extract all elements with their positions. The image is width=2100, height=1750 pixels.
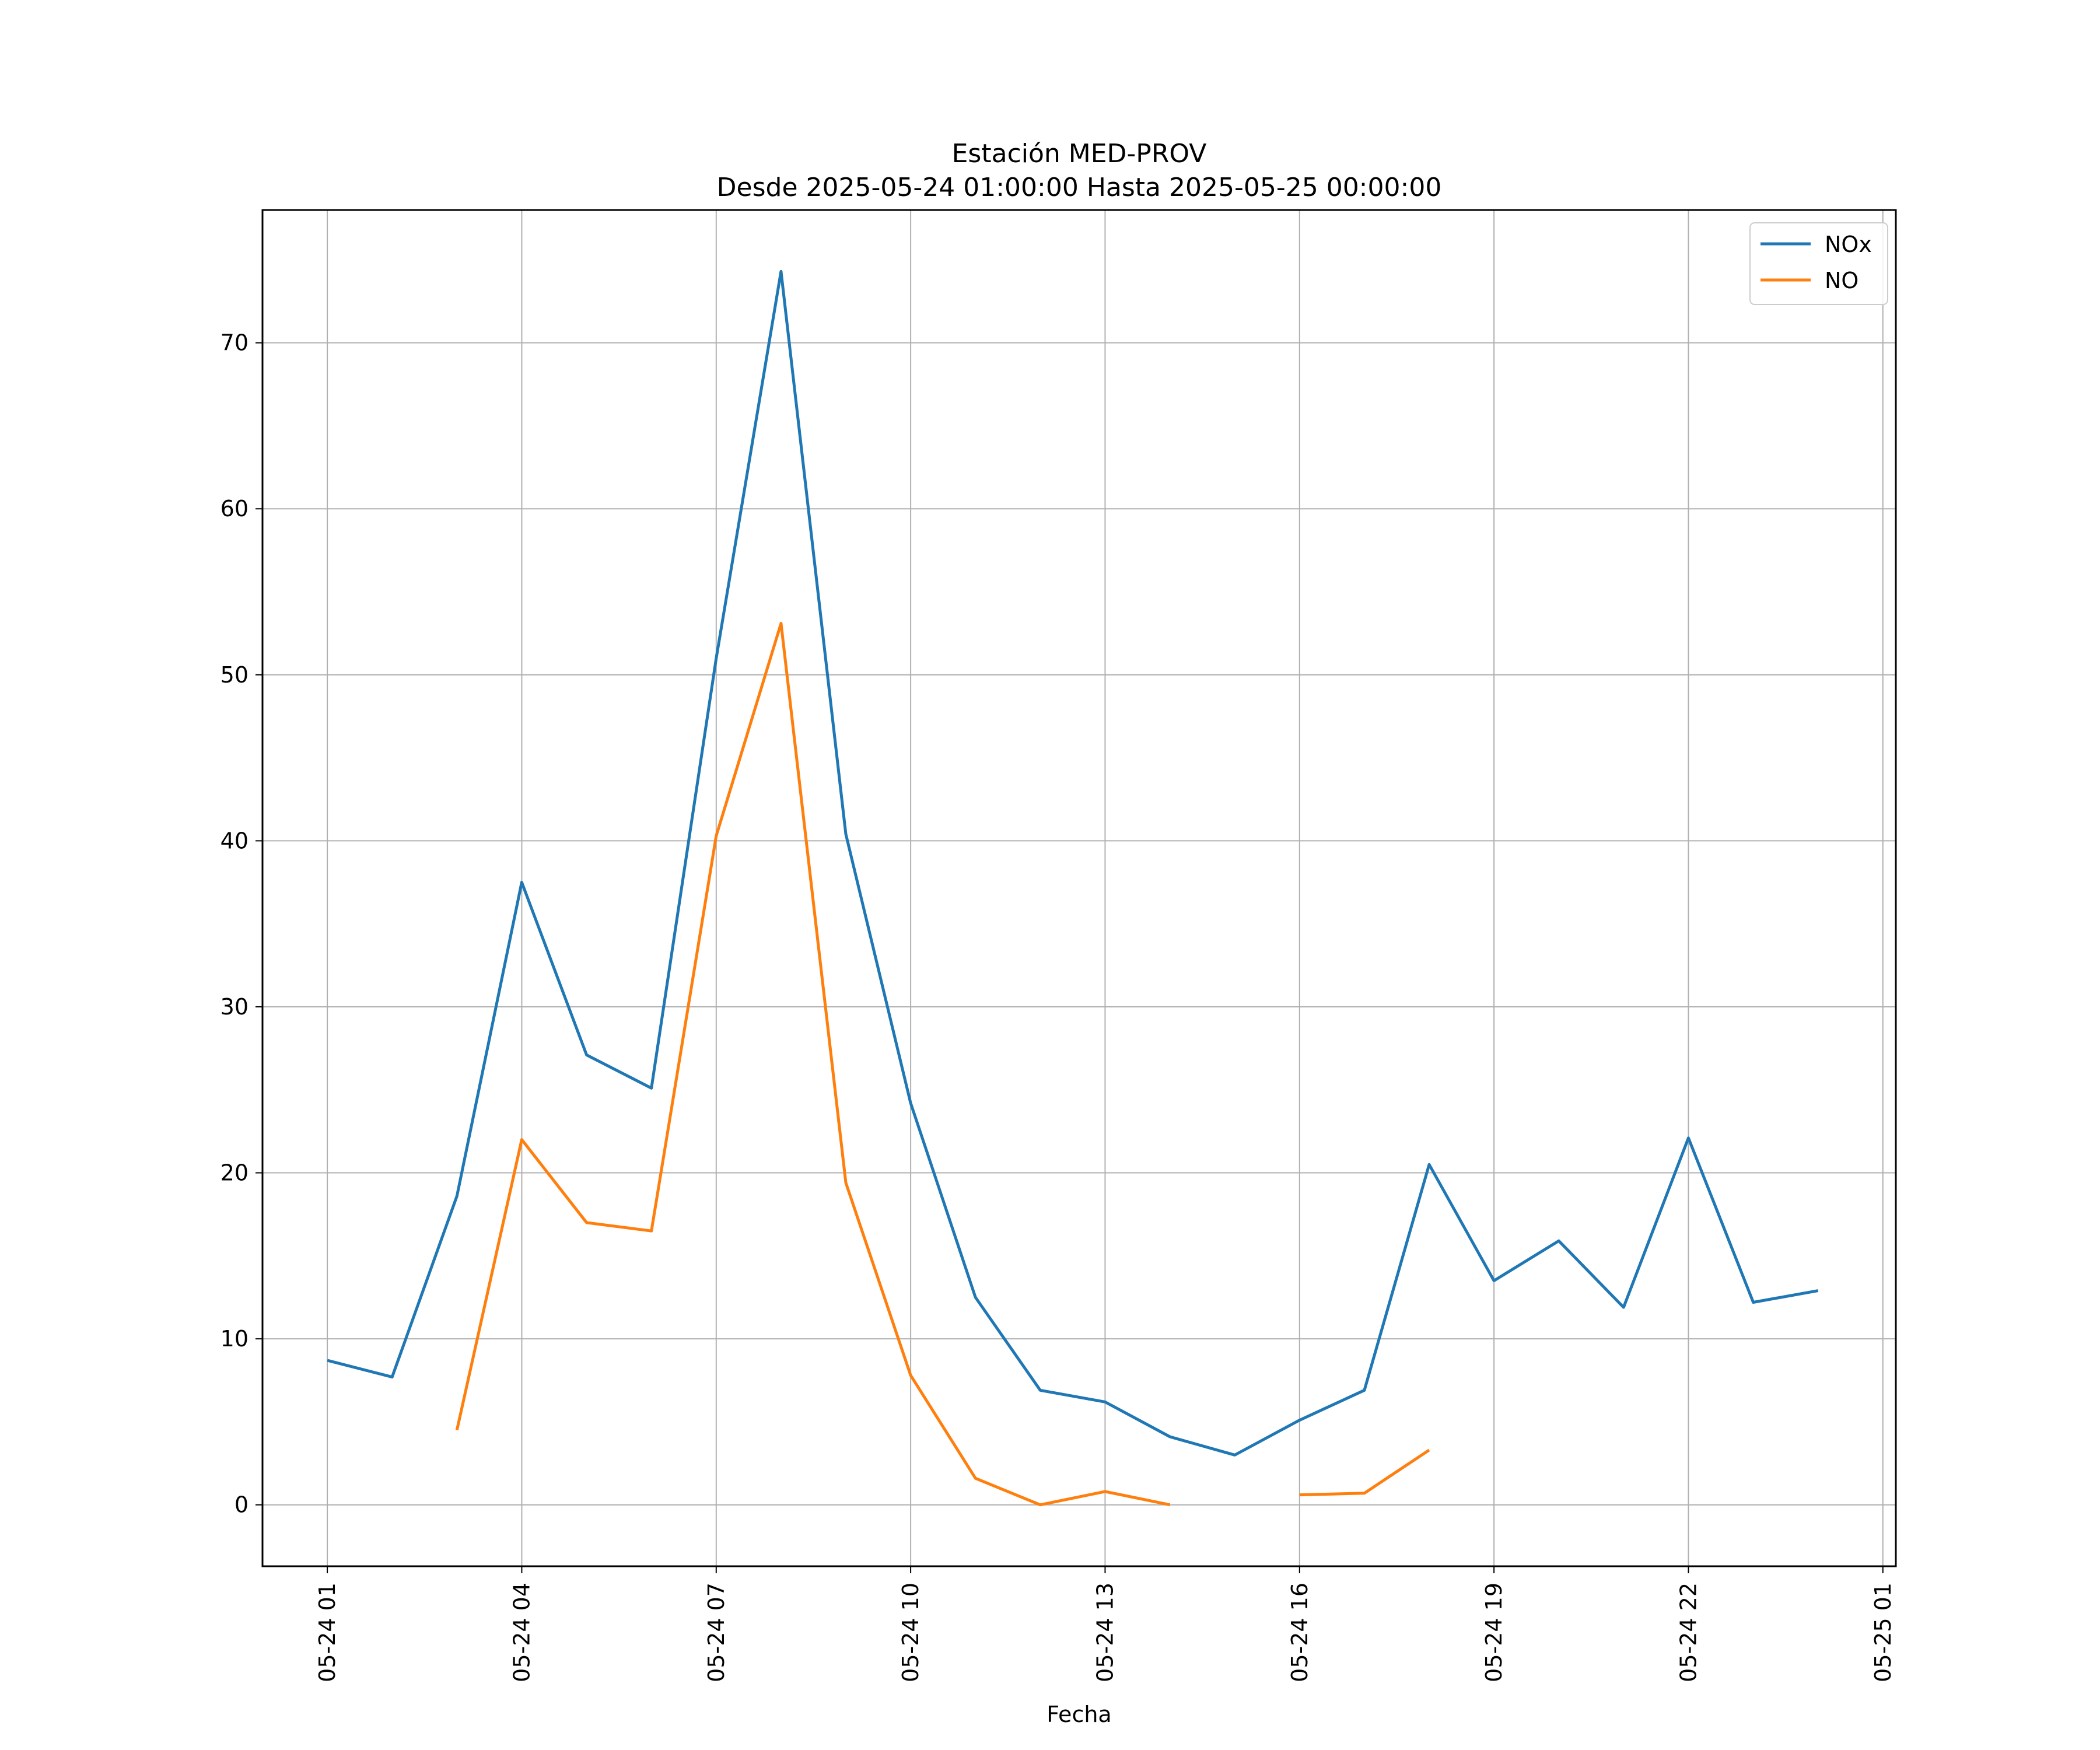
x-tick-label: 05-24 04 [509, 1583, 534, 1682]
y-tick-label: 20 [220, 1160, 249, 1186]
y-tick-label: 60 [220, 496, 249, 522]
y-tick-label: 30 [220, 994, 249, 1020]
y-tick-label: 0 [235, 1492, 249, 1518]
y-tick-label: 40 [220, 828, 249, 853]
series-layer [327, 270, 1819, 1507]
plot-area-frame [261, 209, 1897, 1567]
series-line-no [455, 622, 1171, 1507]
x-tick-label: 05-24 22 [1675, 1583, 1701, 1682]
legend: NOx NO [1749, 222, 1888, 305]
ticks: 0 10 20 30 40 50 60 70 05-24 01 05-24 04 05-24 07 0… [220, 330, 1896, 1682]
y-tick-label: 10 [220, 1326, 249, 1352]
x-tick-label: 05-24 19 [1481, 1583, 1507, 1682]
series-line-no [1299, 1448, 1430, 1497]
y-tick-label: 70 [220, 330, 249, 356]
x-tick-label: 05-24 13 [1092, 1583, 1118, 1682]
chart-subtitle: Desde 2025-05-24 01:00:00 Hasta 2025-05-… [717, 173, 1442, 202]
legend-label-no: NO [1825, 268, 1859, 293]
x-tick-label: 05-24 16 [1287, 1583, 1312, 1682]
x-axis-label: Fecha [1046, 1702, 1111, 1727]
x-tick-label: 05-24 07 [704, 1583, 729, 1682]
grid [262, 210, 1896, 1566]
legend-label-nox: NOx [1825, 232, 1872, 257]
y-tick-label: 50 [220, 662, 249, 688]
series-line-nox [327, 270, 1819, 1457]
chart-title: Estación MED-PROV [952, 139, 1207, 169]
x-tick-label: 05-25 01 [1870, 1583, 1896, 1682]
x-tick-label: 05-24 10 [898, 1583, 923, 1682]
x-tick-label: 05-24 01 [314, 1583, 340, 1682]
